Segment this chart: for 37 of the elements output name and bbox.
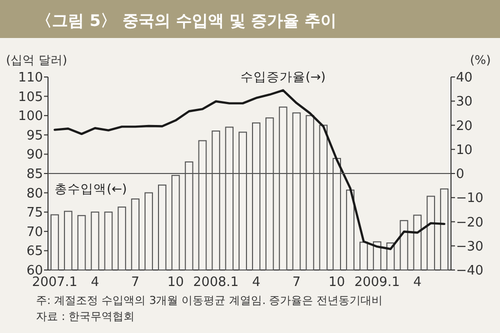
y-tick-label: 90 bbox=[26, 148, 43, 163]
x-tick-label: 7 bbox=[131, 275, 140, 290]
y-tick-label: 65 bbox=[26, 244, 43, 260]
text: 주: 계절조정 수입액의 3개월 이동평균 계열임. 증가율은 전년동기대비 bbox=[36, 294, 383, 307]
y2-tick-label: 20 bbox=[456, 118, 473, 134]
y2-axis-title: (%) bbox=[470, 53, 491, 67]
y2-tick-label: −20 bbox=[456, 215, 484, 230]
chart-title: 〈그림 5〉 중국의 수입액 및 증가율 추이 bbox=[36, 11, 337, 30]
y-axis-title: (십억 달러) bbox=[6, 53, 68, 67]
x-tick-label: 4 bbox=[90, 275, 100, 290]
y2-tick-label: −10 bbox=[456, 191, 484, 206]
y2-tick-label: 30 bbox=[456, 94, 473, 110]
series-label: 총수입액(←) bbox=[54, 180, 127, 196]
y2-tick-label: 40 bbox=[456, 70, 473, 86]
y-tick-label: 95 bbox=[26, 128, 43, 144]
x-tick-label: 2008.1 bbox=[193, 275, 239, 290]
y-tick-label: 80 bbox=[26, 186, 43, 202]
x-tick-label: 2009.1 bbox=[354, 275, 400, 290]
y-tick-label: 70 bbox=[26, 224, 43, 240]
y2-tick-label: 10 bbox=[456, 142, 473, 158]
y2-tick-label: 0 bbox=[456, 167, 464, 182]
x-tick-label: 10 bbox=[328, 275, 346, 290]
x-tick-label: 4 bbox=[413, 275, 422, 290]
line-series bbox=[54, 89, 446, 250]
x-tick-label: 10 bbox=[167, 275, 184, 290]
text: 자료 : 한국무역협회 bbox=[36, 310, 135, 323]
y2-tick-label: −30 bbox=[456, 239, 484, 254]
x-tick-label: 7 bbox=[292, 275, 301, 290]
x-tick-label: 2007.1 bbox=[32, 275, 78, 290]
y-tick-label: 110 bbox=[18, 70, 43, 86]
y-tick-label: 85 bbox=[26, 167, 43, 182]
y-tick-label: 100 bbox=[18, 109, 43, 124]
y-tick-label: 75 bbox=[26, 206, 43, 221]
y2-tick-label: −40 bbox=[456, 264, 484, 278]
y-tick-label: 105 bbox=[18, 90, 43, 105]
x-tick-label: 4 bbox=[252, 275, 260, 290]
series-label: 수입증가율(→) bbox=[240, 69, 326, 84]
